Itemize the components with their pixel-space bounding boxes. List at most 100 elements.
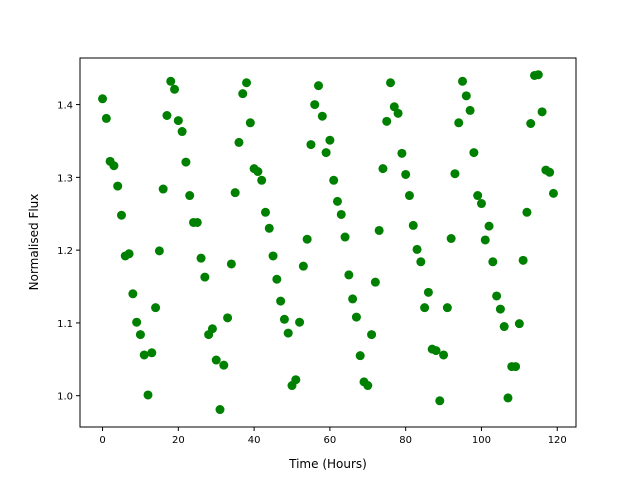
point	[499, 322, 509, 332]
point	[154, 246, 164, 256]
point	[514, 319, 524, 329]
point	[116, 210, 126, 220]
point	[484, 221, 494, 231]
y-tick-label: 1.3	[57, 173, 73, 184]
point	[139, 350, 149, 360]
point	[98, 94, 108, 104]
point	[363, 381, 373, 391]
point	[469, 148, 479, 158]
point	[177, 127, 187, 137]
point	[264, 223, 274, 233]
point	[226, 259, 236, 269]
y-tick-label: 1.4	[57, 101, 73, 112]
point	[423, 287, 433, 297]
point	[234, 137, 244, 147]
point	[435, 396, 445, 406]
point	[283, 328, 293, 338]
point	[374, 225, 384, 235]
point	[370, 277, 380, 287]
point	[109, 161, 119, 171]
x-tick-label: 120	[548, 435, 567, 446]
point	[253, 167, 263, 177]
point	[207, 324, 217, 334]
point	[446, 233, 456, 243]
point	[367, 330, 377, 340]
point	[511, 362, 521, 372]
x-tick-label: 100	[472, 435, 491, 446]
point	[113, 181, 123, 191]
point	[545, 167, 555, 177]
point	[295, 317, 305, 327]
point	[458, 76, 468, 86]
point	[272, 274, 282, 284]
point	[473, 191, 483, 201]
x-tick-label: 80	[399, 435, 412, 446]
point	[245, 118, 255, 128]
point	[196, 253, 206, 263]
y-tick-label: 1.0	[57, 392, 73, 403]
point	[147, 348, 157, 358]
point	[522, 207, 532, 217]
x-tick-label: 60	[324, 435, 337, 446]
point	[408, 220, 418, 230]
point	[260, 207, 270, 217]
point	[461, 91, 471, 101]
point	[170, 84, 180, 94]
point	[329, 175, 339, 185]
plot-frame	[79, 57, 577, 428]
point	[317, 111, 327, 121]
point	[389, 102, 399, 112]
point	[321, 148, 331, 158]
point	[143, 390, 153, 400]
point	[128, 289, 138, 299]
point	[454, 118, 464, 128]
point	[450, 169, 460, 179]
point	[135, 330, 145, 340]
point	[340, 232, 350, 242]
point	[257, 175, 267, 185]
x-axis-label: Time (Hours)	[288, 457, 367, 471]
point	[351, 312, 361, 322]
point	[279, 314, 289, 324]
point	[162, 110, 172, 120]
point	[533, 70, 543, 80]
point	[101, 113, 111, 123]
point	[211, 355, 221, 365]
point	[382, 116, 392, 126]
point	[215, 405, 225, 415]
y-tick-label: 1.1	[57, 319, 73, 330]
point	[404, 191, 414, 201]
point	[526, 119, 536, 129]
x-tick-label: 40	[248, 435, 261, 446]
point	[503, 393, 513, 403]
point	[291, 375, 301, 385]
point	[298, 261, 308, 271]
point	[548, 188, 558, 198]
point	[223, 313, 233, 323]
point	[344, 270, 354, 280]
x-tick-label: 0	[99, 435, 105, 446]
point	[378, 164, 388, 174]
y-tick-label: 1.2	[57, 246, 73, 257]
point	[124, 249, 134, 259]
point	[132, 317, 142, 327]
point	[192, 217, 202, 227]
point	[480, 235, 490, 245]
point	[492, 291, 502, 301]
point	[238, 89, 248, 99]
point	[397, 148, 407, 158]
point	[276, 296, 286, 306]
point	[401, 169, 411, 179]
point	[219, 360, 229, 370]
point	[386, 78, 396, 88]
point	[518, 255, 528, 265]
point	[348, 294, 358, 304]
point	[431, 346, 441, 356]
point	[230, 188, 240, 198]
point	[393, 108, 403, 118]
point	[416, 257, 426, 267]
point	[412, 244, 422, 254]
point	[181, 157, 191, 167]
point	[302, 234, 312, 244]
point	[268, 251, 278, 261]
